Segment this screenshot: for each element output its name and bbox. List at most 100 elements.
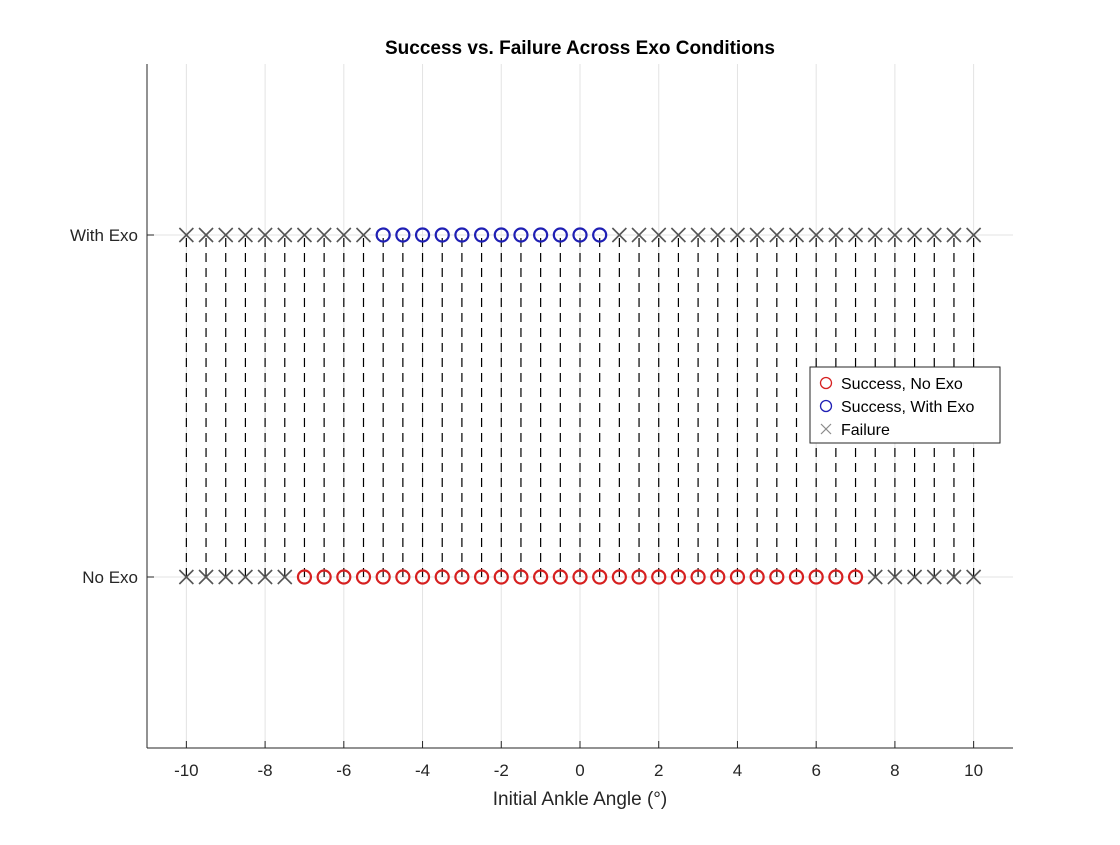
- success-no-exo-point: [749, 569, 765, 585]
- success-no-exo-point: [729, 569, 746, 585]
- legend-marker-red-circle: [819, 376, 833, 390]
- legend-box: [809, 366, 1001, 444]
- success-no-exo-point: [710, 569, 726, 585]
- failure-point: [788, 227, 805, 243]
- success-with-exo-point: [572, 227, 588, 243]
- success-no-exo-point: [808, 569, 824, 585]
- failure-point: [277, 227, 293, 243]
- legend: Success, No Exo Success, With Exo Failur…: [809, 366, 1001, 444]
- success-no-exo-point: [828, 569, 844, 585]
- failure-point: [198, 227, 214, 243]
- success-with-exo-point: [513, 227, 529, 243]
- failure-point: [867, 227, 883, 243]
- x-tick-label: 10: [964, 761, 983, 780]
- failure-point: [178, 569, 194, 585]
- success-no-exo-point: [847, 569, 864, 585]
- success-with-exo-point: [395, 227, 411, 243]
- legend-marker-x-icon: [820, 423, 832, 435]
- failure-point: [296, 227, 313, 243]
- legend-label: Success, No Exo: [841, 376, 963, 393]
- success-no-exo-point: [592, 569, 608, 585]
- failure-point: [847, 227, 864, 243]
- failure-point: [710, 227, 726, 243]
- failure-point: [178, 227, 194, 243]
- success-with-exo-point: [552, 227, 568, 243]
- success-no-exo-point: [336, 569, 352, 585]
- success-no-exo-point: [493, 569, 509, 585]
- marker-layer: [178, 227, 982, 585]
- failure-point: [828, 227, 844, 243]
- failure-point: [218, 227, 234, 243]
- failure-point: [218, 569, 234, 585]
- legend-entry-failure: Failure: [820, 422, 890, 439]
- failure-point: [631, 227, 647, 243]
- failure-point: [926, 569, 942, 585]
- success-no-exo-point: [434, 569, 450, 585]
- success-no-exo-point: [552, 569, 568, 585]
- failure-point: [611, 227, 627, 243]
- failure-point: [769, 227, 785, 243]
- x-tick-label: 0: [575, 761, 584, 780]
- success-no-exo-point: [316, 569, 332, 585]
- success-with-exo-point: [533, 227, 549, 243]
- failure-point: [907, 569, 923, 585]
- failure-point: [946, 227, 962, 243]
- x-tick-label: 6: [811, 761, 820, 780]
- success-with-exo-point: [454, 227, 470, 243]
- y-tick-label: No Exo: [82, 568, 138, 587]
- failure-point: [198, 569, 214, 585]
- success-no-exo-point: [513, 569, 529, 585]
- success-no-exo-point: [355, 569, 372, 585]
- failure-point: [651, 227, 667, 243]
- success-with-exo-point: [473, 227, 490, 243]
- failure-point: [257, 569, 273, 585]
- failure-point: [729, 227, 746, 243]
- failure-point: [277, 569, 293, 585]
- success-with-exo-point: [592, 227, 608, 243]
- failure-point: [966, 569, 982, 585]
- failure-point: [887, 227, 903, 243]
- x-tick-label: -10: [174, 761, 199, 780]
- success-no-exo-point: [788, 569, 805, 585]
- failure-point: [946, 569, 962, 585]
- failure-point: [926, 227, 942, 243]
- success-with-exo-point: [493, 227, 509, 243]
- x-tick-label: 4: [733, 761, 742, 780]
- failure-point: [887, 569, 903, 585]
- success-no-exo-point: [296, 569, 313, 585]
- failure-point: [808, 227, 824, 243]
- success-no-exo-point: [651, 569, 667, 585]
- failure-point: [237, 569, 253, 585]
- x-tick-label: -2: [494, 761, 509, 780]
- axis-layer: -10 -8 -6 -4 -2 0 2 4 6 8 10 No Exo With Exo: [70, 64, 1013, 780]
- legend-entry-success-no-exo: Success, No Exo: [819, 376, 963, 393]
- success-with-exo-point: [375, 227, 391, 243]
- success-no-exo-point: [454, 569, 470, 585]
- failure-point: [237, 227, 253, 243]
- failure-point: [907, 227, 923, 243]
- legend-label: Success, With Exo: [841, 399, 974, 416]
- legend-marker-blue-circle: [819, 399, 833, 413]
- failure-point: [355, 227, 372, 243]
- failure-point: [690, 227, 706, 243]
- success-no-exo-point: [414, 569, 431, 585]
- x-axis-label: Initial Ankle Angle (°): [493, 789, 667, 810]
- failure-point: [867, 569, 883, 585]
- success-no-exo-point: [473, 569, 490, 585]
- failure-point: [336, 227, 352, 243]
- failure-point: [670, 227, 686, 243]
- legend-entry-success-with-exo: Success, With Exo: [819, 399, 974, 416]
- legend-label: Failure: [841, 422, 890, 439]
- failure-point: [316, 227, 332, 243]
- success-no-exo-point: [395, 569, 411, 585]
- success-no-exo-point: [631, 569, 647, 585]
- success-with-exo-point: [434, 227, 450, 243]
- success-with-exo-point: [414, 227, 431, 243]
- success-no-exo-point: [690, 569, 706, 585]
- failure-point: [749, 227, 765, 243]
- success-no-exo-point: [670, 569, 687, 585]
- success-no-exo-point: [769, 569, 785, 585]
- x-tick-label: 8: [890, 761, 899, 780]
